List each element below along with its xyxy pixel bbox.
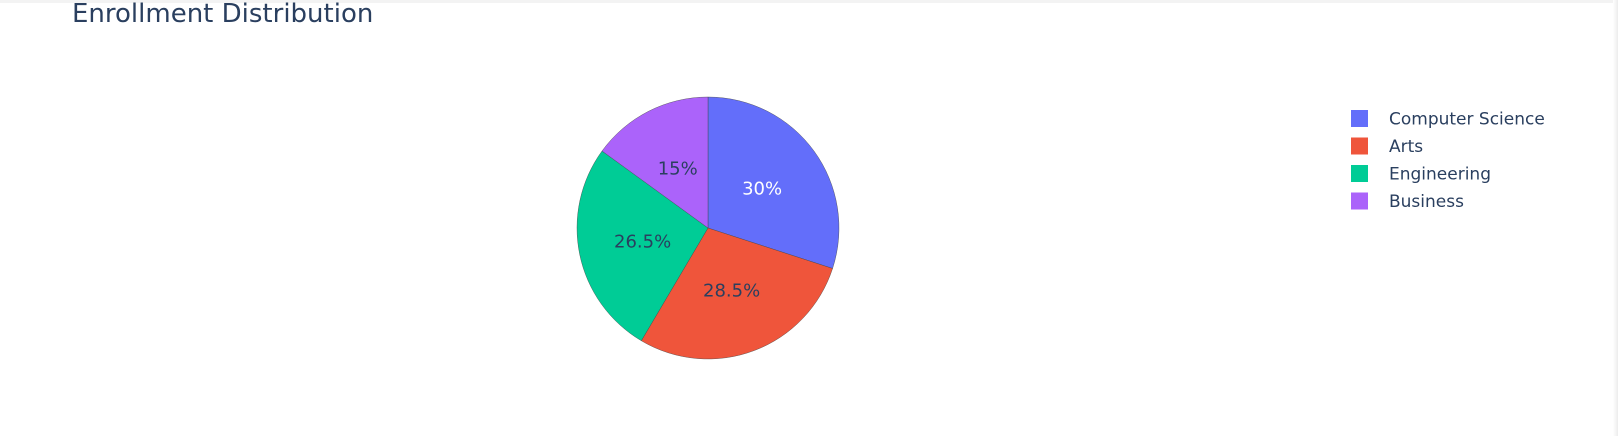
legend-swatch-business <box>1351 192 1368 210</box>
pie-slice-computer-science[interactable] <box>707 96 840 269</box>
legend-label-computer-science: Computer Science <box>1389 110 1545 130</box>
pie-slice-arts[interactable] <box>641 227 833 360</box>
legend-item-business[interactable]: Business <box>1351 192 1464 212</box>
slice-label-arts: 28.5% <box>703 281 760 302</box>
slice-label-computer-science: 30% <box>742 179 782 200</box>
pie-slice-engineering[interactable] <box>576 150 709 342</box>
pie-slice-labels: 30% 28.5% 26.5% 15% <box>614 159 782 302</box>
legend-swatch-computer-science <box>1351 110 1368 127</box>
legend-item-computer-science[interactable]: Computer Science <box>1351 110 1545 130</box>
legend-item-arts[interactable]: Arts <box>1351 137 1423 157</box>
legend-label-business: Business <box>1389 192 1464 212</box>
top-divider <box>0 0 1618 3</box>
legend: Computer Science Arts Engineering Business <box>1351 110 1545 212</box>
slice-label-engineering: 26.5% <box>614 232 671 253</box>
legend-swatch-arts <box>1351 137 1368 155</box>
legend-label-arts: Arts <box>1389 137 1423 157</box>
pie-slices <box>576 96 840 360</box>
slice-label-business: 15% <box>658 159 698 180</box>
legend-item-engineering[interactable]: Engineering <box>1351 165 1491 185</box>
right-scrollbar-edge <box>1613 0 1618 436</box>
chart-title: Enrollment Distribution <box>72 0 374 29</box>
legend-label-engineering: Engineering <box>1389 165 1491 185</box>
legend-swatch-engineering <box>1351 165 1368 182</box>
pie-slice-business[interactable] <box>601 96 709 229</box>
